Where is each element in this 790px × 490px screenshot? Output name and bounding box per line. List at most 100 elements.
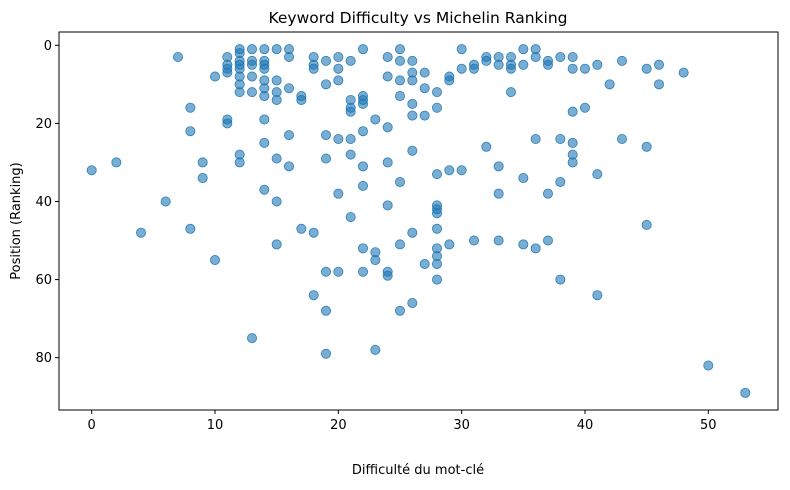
data-point (555, 133, 566, 144)
data-point (234, 157, 245, 168)
data-point (345, 212, 356, 223)
data-point (579, 63, 590, 74)
data-point (210, 255, 221, 266)
data-point (456, 44, 467, 55)
data-point (271, 239, 282, 250)
data-point (308, 227, 319, 238)
chart-title: Keyword Difficulty vs Michelin Ranking (269, 9, 568, 27)
data-point (567, 157, 578, 168)
data-point (493, 59, 504, 70)
y-tick-label: 60 (35, 273, 52, 288)
data-point (518, 44, 529, 55)
data-point (419, 83, 430, 94)
data-point (320, 266, 331, 277)
data-point (740, 387, 751, 398)
data-point (444, 75, 455, 86)
data-point (394, 55, 405, 66)
data-point (259, 91, 270, 102)
data-point (616, 133, 627, 144)
data-point (247, 44, 258, 55)
data-point (86, 165, 97, 176)
data-point (592, 169, 603, 180)
data-point (542, 188, 553, 199)
data-point (493, 235, 504, 246)
y-axis: 0 20 40 60 80 (35, 39, 59, 366)
data-point (259, 114, 270, 125)
data-point (173, 51, 184, 62)
data-point (604, 79, 615, 90)
data-point (431, 223, 442, 234)
data-point (542, 235, 553, 246)
data-point (222, 118, 233, 129)
data-point (247, 59, 258, 70)
data-point (382, 157, 393, 168)
data-point (320, 153, 331, 164)
data-point (234, 87, 245, 98)
data-point (407, 98, 418, 109)
data-point (481, 55, 492, 66)
data-point (333, 63, 344, 74)
y-tick-label: 0 (44, 39, 52, 54)
plot-frame (58, 31, 779, 411)
data-point (567, 137, 578, 148)
data-point (111, 157, 122, 168)
data-point (345, 133, 356, 144)
data-point (284, 161, 295, 172)
data-point (271, 75, 282, 86)
data-point (468, 235, 479, 246)
data-point (431, 258, 442, 269)
data-point (555, 51, 566, 62)
data-point (407, 145, 418, 156)
data-point (185, 102, 196, 113)
data-point (370, 114, 381, 125)
data-point (653, 59, 664, 70)
data-point (271, 153, 282, 164)
data-point (468, 63, 479, 74)
data-point (370, 255, 381, 266)
data-point (210, 71, 221, 82)
data-point (259, 137, 270, 148)
data-point (136, 227, 147, 238)
data-point (320, 79, 331, 90)
y-tick-label: 80 (35, 351, 52, 366)
data-point (296, 94, 307, 105)
data-point (247, 71, 258, 82)
x-tick-label: 10 (207, 418, 224, 433)
data-point (678, 67, 689, 78)
data-point (333, 133, 344, 144)
x-axis: 0 10 20 30 40 50 (88, 410, 717, 433)
data-point (247, 333, 258, 344)
data-point (308, 290, 319, 301)
data-point (271, 196, 282, 207)
data-point (592, 290, 603, 301)
data-point (530, 133, 541, 144)
data-point (419, 110, 430, 121)
data-point (456, 63, 467, 74)
x-tick-label: 0 (88, 418, 96, 433)
data-point (320, 130, 331, 141)
data-point (345, 106, 356, 117)
data-point (345, 55, 356, 66)
data-point (653, 79, 664, 90)
data-point (530, 51, 541, 62)
data-point (518, 59, 529, 70)
data-point (641, 219, 652, 230)
y-axis-label: Position (Ranking) (9, 162, 24, 279)
data-point (357, 98, 368, 109)
y-tick-label: 40 (35, 195, 52, 210)
data-point (197, 173, 208, 184)
x-axis-label: Difficulté du mot-clé (352, 463, 484, 478)
data-point (259, 184, 270, 195)
data-point (259, 63, 270, 74)
data-point (394, 305, 405, 316)
data-point (357, 243, 368, 254)
data-point (160, 196, 171, 207)
points-layer (86, 44, 751, 398)
data-point (382, 71, 393, 82)
data-point (431, 87, 442, 98)
data-point (567, 51, 578, 62)
data-point (382, 270, 393, 281)
data-point (394, 44, 405, 55)
data-point (444, 165, 455, 176)
